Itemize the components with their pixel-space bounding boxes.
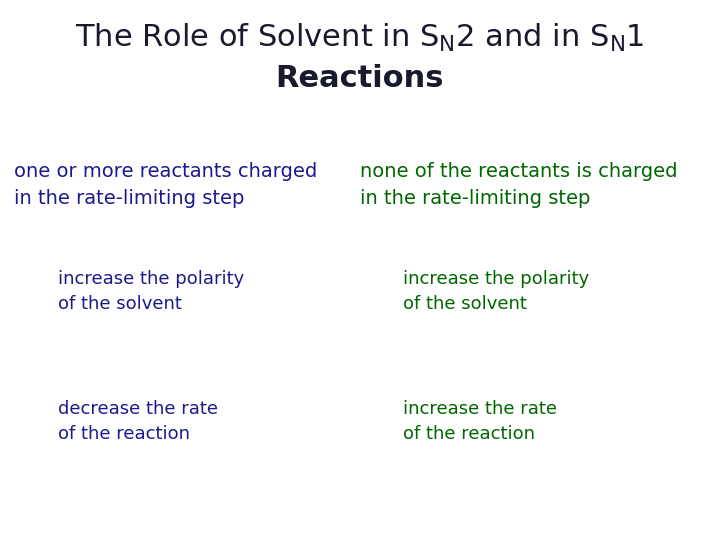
Text: none of the reactants is charged
in the rate-limiting step: none of the reactants is charged in the … — [360, 162, 678, 207]
Text: increase the polarity
of the solvent: increase the polarity of the solvent — [58, 270, 244, 313]
Text: one or more reactants charged
in the rate-limiting step: one or more reactants charged in the rat… — [14, 162, 318, 207]
Text: decrease the rate
of the reaction: decrease the rate of the reaction — [58, 400, 217, 443]
Text: The Role of Solvent in $\mathregular{S_N}$2 and in $\mathregular{S_N}$1: The Role of Solvent in $\mathregular{S_N… — [76, 22, 644, 54]
Text: Reactions: Reactions — [276, 64, 444, 93]
Text: increase the rate
of the reaction: increase the rate of the reaction — [403, 400, 557, 443]
Text: increase the polarity
of the solvent: increase the polarity of the solvent — [403, 270, 590, 313]
